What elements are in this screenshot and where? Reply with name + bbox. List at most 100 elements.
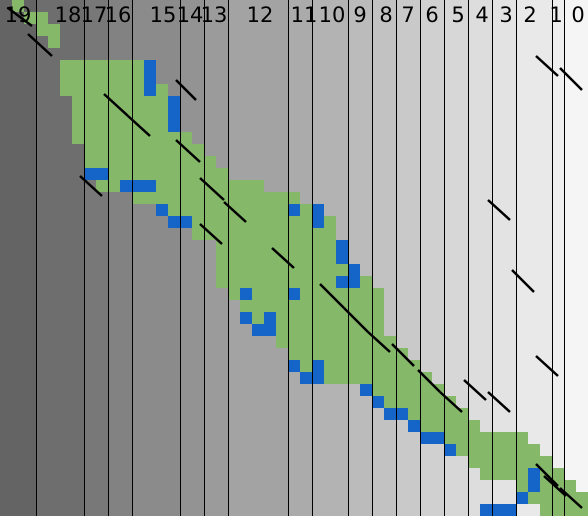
green-strip [48,36,60,48]
blue-cell [264,324,276,336]
blue-cell [288,204,300,216]
column-label-0: 0 [571,3,584,27]
green-strip [60,84,168,96]
column-label-6: 6 [425,3,438,27]
slash-mark [343,307,369,333]
green-strip [516,480,576,492]
green-strip [168,216,336,228]
green-strip [252,324,384,336]
blue-cell [288,288,300,300]
blue-cell [144,180,156,192]
slash-mark [487,199,511,221]
green-strip [300,360,420,372]
green-strip [468,456,552,468]
column-label-15: 15 [150,3,177,27]
column-band-9 [348,0,372,516]
column-band-2 [516,0,552,516]
column-label-14: 14 [177,3,204,27]
blue-cell [312,372,324,384]
green-strip [132,192,300,204]
slash-mark [199,223,223,245]
blue-cell [144,60,156,72]
blue-cell [168,108,180,120]
blue-cell [264,312,276,324]
green-strip [192,228,336,240]
blue-cell [384,408,396,420]
slash-mark [367,331,391,353]
green-strip [36,24,60,36]
slash-mark [543,475,567,497]
column-label-18: 18 [55,3,82,27]
blue-cell [336,276,348,288]
column-label-8: 8 [379,3,392,27]
green-strip [12,0,24,12]
slash-mark [175,139,201,163]
blue-cell [444,444,456,456]
blue-cell [420,432,432,444]
blue-cell [372,396,384,408]
blue-cell [312,360,324,372]
column-label-19: 19 [5,3,32,27]
slash-mark [103,93,129,117]
slash-marks [7,7,583,509]
green-strip [216,240,336,252]
green-strip [528,492,588,504]
blue-cell [396,408,408,420]
green-strip [456,444,540,456]
column-label-11: 11 [291,3,318,27]
slash-mark [127,115,151,137]
blue-cell [336,252,348,264]
green-strip [72,120,180,132]
slash-mark [417,369,441,393]
blue-cell [144,84,156,96]
column-band-14 [180,0,204,516]
blue-cell [96,168,108,180]
column-label-16: 16 [105,3,132,27]
blue-cell [312,204,324,216]
slash-mark [535,463,559,487]
slash-mark [511,269,535,293]
blue-cell [516,492,528,504]
column-label-7: 7 [401,3,414,27]
green-strip [84,156,216,168]
column-band-0 [564,0,588,516]
column-label-12: 12 [247,3,274,27]
green-strip [216,276,372,288]
slash-mark [391,343,415,367]
column-label-5: 5 [451,3,464,27]
blue-cell [168,216,180,228]
blue-cell [84,168,96,180]
column-label-10: 10 [319,3,346,27]
column-label-9: 9 [353,3,366,27]
blue-cell [288,360,300,372]
column-label-17: 17 [81,3,108,27]
slash-mark [319,283,345,309]
blue-cell [252,324,264,336]
slash-mark [199,177,225,201]
blue-cell [168,120,180,132]
column-label-2: 2 [523,3,536,27]
green-strip [324,372,432,384]
green-strip [84,168,228,180]
column-label-3: 3 [499,3,512,27]
green-strip [276,336,396,348]
blue-cell [348,276,360,288]
cell-region [12,0,588,516]
blue-cell [132,180,144,192]
green-strip [432,432,528,444]
blue-cell [168,96,180,108]
slash-mark [487,391,511,413]
slash-mark [535,55,559,77]
slash-mark [27,33,53,57]
green-strip [72,96,168,108]
slash-mark [79,175,103,197]
column-band-8 [372,0,396,516]
blue-cell [360,384,372,396]
blue-cell [144,72,156,84]
slash-mark [559,487,583,509]
column-band-19 [0,0,36,516]
slash-mark [271,247,295,269]
